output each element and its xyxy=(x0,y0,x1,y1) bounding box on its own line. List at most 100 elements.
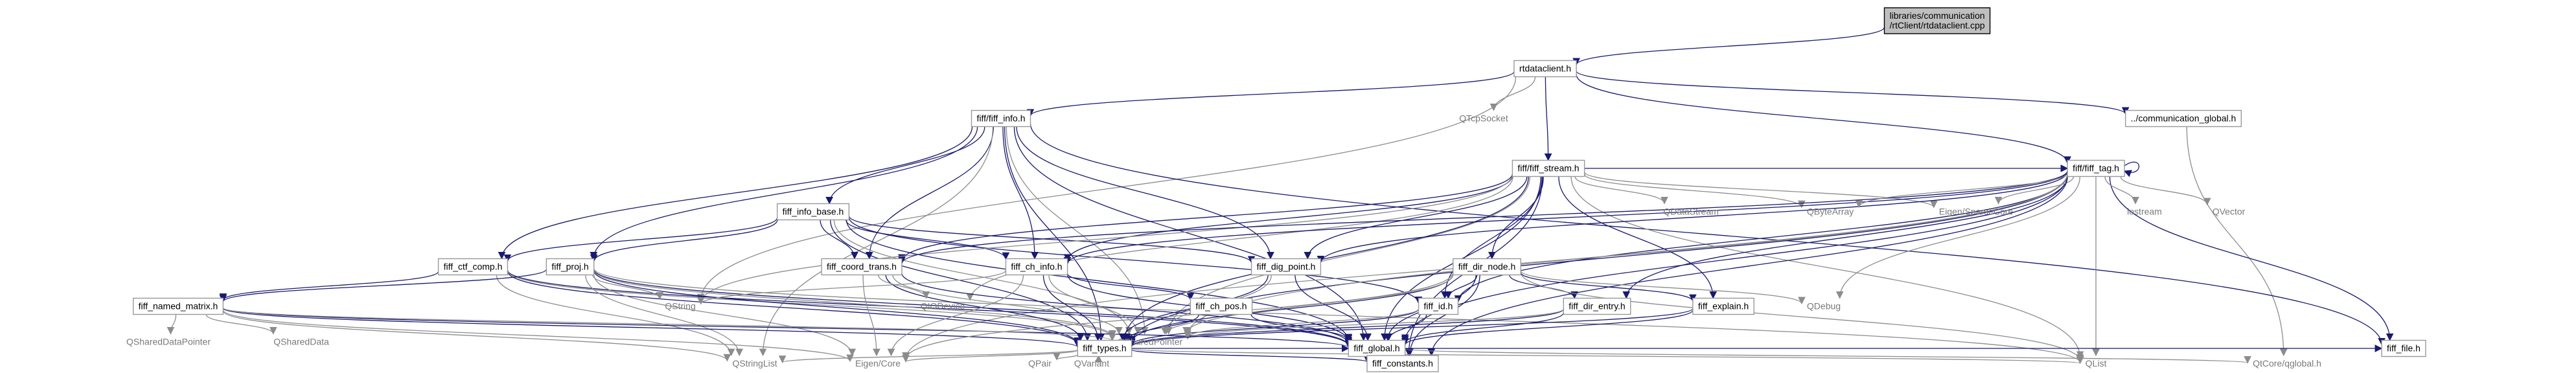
node-fiff-ch-info[interactable]: fiff_ch_info.h xyxy=(1005,258,1068,276)
edge-fiff-tag-to-fiff-dig-point xyxy=(1317,172,2068,264)
node-box xyxy=(1366,355,1439,372)
node-box xyxy=(1692,297,1754,315)
edge-fiff-named-matrix-to-qstringlist xyxy=(222,310,731,362)
node-qpair: QPair xyxy=(1028,358,1052,368)
node-label: fiff_dir_node.h xyxy=(1458,262,1515,272)
node-fiff-info[interactable]: fiff/fiff_info.h xyxy=(971,109,1031,128)
node-fiff-dig-point[interactable]: fiff_dig_point.h xyxy=(1250,258,1322,276)
edge-fiff-ch-info-to-eigen-core xyxy=(887,275,1024,357)
node-label: Eigen/SparseCore xyxy=(1939,207,2014,217)
node-label: fiff_ctf_comp.h xyxy=(444,262,503,272)
node-qlist: QList xyxy=(2086,358,2107,368)
edge-fiff-dir-node-to-eigen-core xyxy=(902,272,1454,360)
node-box xyxy=(2067,159,2125,177)
node-label: QtCore/qglobal.h xyxy=(2253,358,2321,368)
node-label: QList xyxy=(2086,358,2107,368)
edge-fiff-stream-to-fiff-dig-point xyxy=(1304,176,1528,260)
node-box xyxy=(821,258,903,276)
edge-fiff-named-matrix-to-eigen-core xyxy=(222,310,854,363)
edge-rtdataclient-to-qstring xyxy=(696,76,1517,302)
edge-fiff-id-to-qsharedpointer xyxy=(1184,308,1420,338)
edge-fiff-stream-to-qsharedpointer xyxy=(1164,176,1530,335)
edge-fiff-named-matrix-to-qsharedpointer xyxy=(222,307,1116,342)
edge-fiff-info-base-to-fiff-coord-trans xyxy=(820,220,858,260)
edge-fiff-named-matrix-to-fiff-global xyxy=(222,307,1352,348)
edge-fiff-proj-to-qsharedpointer xyxy=(593,269,1116,338)
node-box xyxy=(2381,339,2426,357)
edge-fiff-types-to-eigen-core xyxy=(902,350,1078,363)
node-fiff-ch-pos[interactable]: fiff_ch_pos.h xyxy=(1190,297,1253,315)
node-fiff-file[interactable]: fiff_file.h xyxy=(2381,339,2426,357)
edge-fiff-info-to-fiff-ctf-comp xyxy=(498,126,973,260)
edge-fiff-ch-info-to-qstring xyxy=(697,269,1007,305)
edge-fiff-ctf-comp-to-qsharedpointer xyxy=(507,270,1116,339)
node-label: fiff_constants.h xyxy=(1372,358,1433,368)
edge-fiff-tag-to-qdebug xyxy=(1835,176,2080,299)
node-box xyxy=(1453,258,1521,276)
node-fiff-proj[interactable]: fiff_proj.h xyxy=(546,258,595,276)
node-box xyxy=(1512,159,1585,177)
node-eigen-core: Eigen/Core xyxy=(855,358,901,368)
node-label: fiff/fiff_stream.h xyxy=(1517,163,1579,174)
edge-fiff-dir-node-to-fiff-explain xyxy=(1520,272,1697,302)
node-qsharedpointer: QSharedPointer xyxy=(1118,337,1183,347)
node-root[interactable]: libraries/communication/rtClient/rtdatac… xyxy=(1883,7,1991,34)
node-qvariant: QVariant xyxy=(1074,358,1109,368)
node-box xyxy=(1348,339,1406,357)
edge-fiff-named-matrix-to-qshareddatapointer xyxy=(167,314,177,335)
edge-fiff-dir-entry-to-fiff-global xyxy=(1401,312,1564,344)
node-label: fiff_info_base.h xyxy=(783,207,844,217)
edge-fiff-tag-to-eigen-sparse xyxy=(1994,176,2075,205)
edge-fiff-proj-to-fiff-types xyxy=(593,270,1081,345)
node-label: QTcpSocket xyxy=(1459,113,1508,124)
node-fiff-coord-trans[interactable]: fiff_coord_trans.h xyxy=(821,258,903,276)
node-fiff-dir-entry[interactable]: fiff_dir_entry.h xyxy=(1563,297,1631,315)
node-label: QByteArray xyxy=(1807,207,1854,217)
edge-fiff-info-base-to-fiff-ctf-comp xyxy=(503,217,778,262)
node-label: fiff_ch_pos.h xyxy=(1195,301,1247,311)
edge-fiff-explain-to-fiff-global xyxy=(1401,310,1694,346)
node-qtcore-qglobal: QtCore/qglobal.h xyxy=(2253,358,2321,368)
node-label: QDebug xyxy=(1807,301,1841,311)
node-fiff-global[interactable]: fiff_global.h xyxy=(1348,339,1406,357)
node-fiff-tag[interactable]: fiff/fiff_tag.h xyxy=(2067,159,2125,177)
node-fiff-ctf-comp[interactable]: fiff_ctf_comp.h xyxy=(437,258,509,276)
edge-fiff-named-matrix-to-fiff-types xyxy=(222,308,1081,348)
edge-fiff-tag-to-qvector xyxy=(2120,176,2211,206)
node-fiff-dir-node[interactable]: fiff_dir_node.h xyxy=(1453,258,1521,276)
edge-fiff-stream-to-qiodevice xyxy=(966,176,1513,301)
edge-fiff-ch-info-to-qsharedpointer xyxy=(1048,275,1142,335)
node-qbytearray: QByteArray xyxy=(1807,207,1854,217)
node-fiff-stream[interactable]: fiff/fiff_stream.h xyxy=(1512,159,1585,177)
node-box xyxy=(546,258,595,276)
node-eigen-sparse: Eigen/SparseCore xyxy=(1939,207,2014,217)
node-label: rtdataclient.h xyxy=(1519,63,1571,74)
node-fiff-types[interactable]: fiff_types.h xyxy=(1077,339,1133,357)
edge-fiff-stream-to-qlist xyxy=(1570,176,2084,359)
edge-fiff-ctf-comp-to-fiff-types xyxy=(507,271,1081,346)
edge-fiff-proj-to-fiff-named-matrix xyxy=(219,269,547,303)
edge-fiff-dig-point-to-fiff-global xyxy=(1294,275,1372,341)
edge-rtdataclient-to-qtcpsocket xyxy=(1489,76,1536,111)
node-label: ../communication_global.h xyxy=(2131,113,2237,124)
node-label: fiff/fiff_tag.h xyxy=(2073,163,2119,174)
edge-fiff-types-to-qstringlist xyxy=(779,349,1078,363)
node-fiff-info-base[interactable]: fiff_info_base.h xyxy=(776,203,850,221)
node-fiff-explain[interactable]: fiff_explain.h xyxy=(1692,297,1754,315)
node-fiff-id[interactable]: fiff_id.h xyxy=(1418,297,1459,315)
edge-fiff-dir-node-to-qlist xyxy=(1520,272,2084,362)
node-qstringlist: QStringList xyxy=(732,358,777,368)
node-label: fiff_coord_trans.h xyxy=(827,262,897,272)
node-fiff-constants[interactable]: fiff_constants.h xyxy=(1366,355,1439,372)
edge-root-to-rtdataclient xyxy=(1572,27,1885,66)
edge-fiff-stream-to-fiff-coord-trans xyxy=(898,173,1513,262)
edge-comm-global-to-qtcore-qglobal xyxy=(2186,126,2288,357)
edge-fiff-stream-to-qstring xyxy=(697,174,1513,304)
node-label: QStringList xyxy=(732,358,777,368)
node-rtdataclient[interactable]: rtdataclient.h xyxy=(1513,60,1577,78)
edge-fiff-proj-to-eigen-core xyxy=(593,274,857,357)
node-comm-global[interactable]: ../communication_global.h xyxy=(2124,109,2242,128)
node-label: QSharedPointer xyxy=(1118,337,1183,347)
node-fiff-named-matrix[interactable]: fiff_named_matrix.h xyxy=(132,297,224,315)
